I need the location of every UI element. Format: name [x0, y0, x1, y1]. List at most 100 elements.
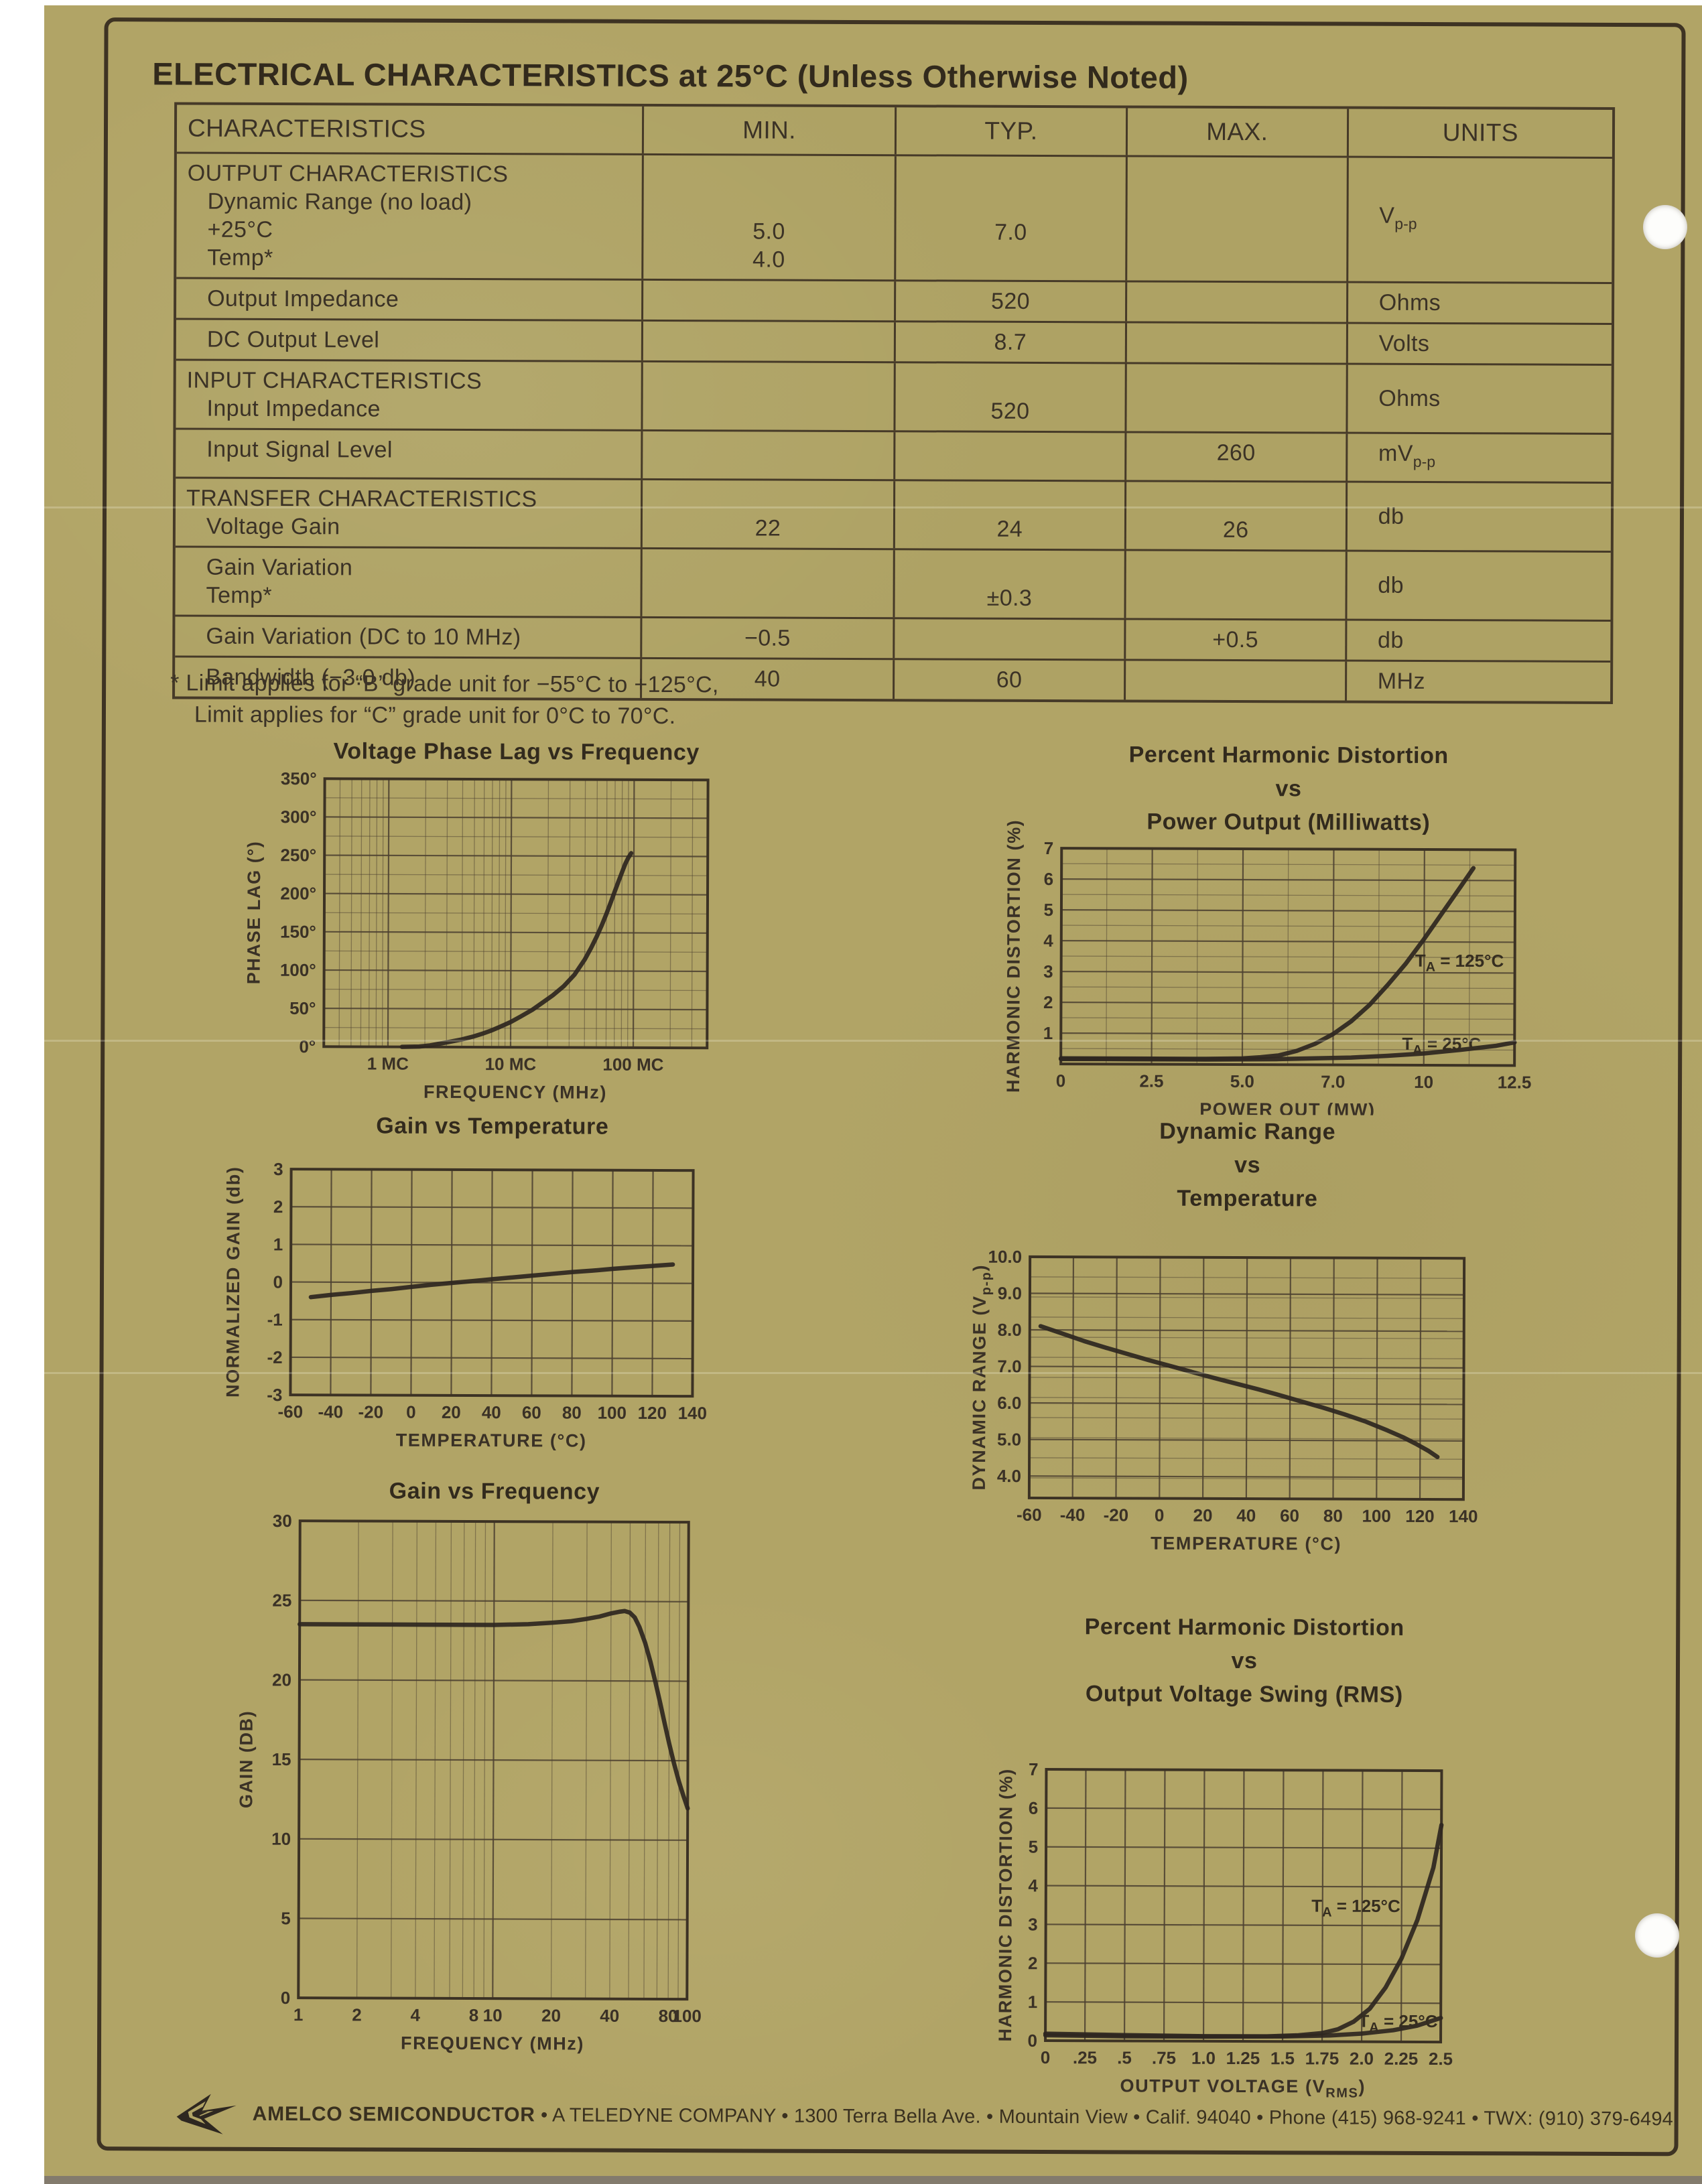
- y-tick-label: 7.0: [997, 1356, 1021, 1376]
- min-cell: [641, 280, 895, 321]
- table-header-cell: CHARACTERISTICS: [187, 114, 426, 143]
- company-name: AMELCO SEMICONDUCTOR: [252, 2102, 535, 2126]
- punch-hole-top: [1643, 205, 1687, 249]
- scan-streak: [44, 1040, 1702, 1042]
- x-tick-label: 2.25: [1384, 2049, 1419, 2069]
- y-tick-label: 8.0: [998, 1320, 1022, 1340]
- series-label: TA = 125°C: [1415, 951, 1504, 975]
- value-line: [907, 161, 1115, 190]
- y-tick-label: 3: [1043, 961, 1053, 981]
- x-tick-label: -40: [318, 1402, 343, 1422]
- x-tick-label: 100: [598, 1403, 627, 1423]
- value-line: 4.0: [752, 247, 785, 273]
- typ-cell: 7.0: [894, 156, 1126, 281]
- page-footer: AMELCO SEMICONDUCTOR • A TELEDYNE COMPAN…: [175, 2092, 1674, 2141]
- series-TA=25C: [1058, 1040, 1517, 1062]
- voltage-phase-lag-vs-frequency: Voltage Phase Lag vs Frequency 1 MC 10 MC 1…: [224, 732, 755, 1105]
- characteristic-cell: Gain Variation Temp*: [175, 547, 640, 616]
- x-tick-label: -20: [358, 1402, 383, 1422]
- charts-area: Voltage Phase Lag vs Frequency 1 MC 10 MC 1…: [4, 0, 1702, 2100]
- x-tick-label: 10 MC: [485, 1054, 537, 1074]
- x-tick-label: 1 MC: [367, 1053, 409, 1073]
- value-line: 5.0: [752, 218, 785, 245]
- typ-cell: [893, 619, 1124, 659]
- units-cell: db: [1344, 620, 1611, 661]
- table-row: OUTPUT CHARACTERISTICS Dynamic Range (no …: [176, 151, 1612, 282]
- amelco-teledyne-logo: [176, 2094, 237, 2134]
- footer-text: AMELCO SEMICONDUCTOR • A TELEDYNE COMPAN…: [253, 2103, 1673, 2130]
- scan-streak: [44, 506, 1702, 508]
- y-tick-label: 5.0: [997, 1429, 1021, 1449]
- harmonic-distortion-vs-output-voltage-swing: Percent Harmonic Distortion vs Output Volt…: [996, 1610, 1534, 2114]
- x-tick-label: -40: [1060, 1505, 1086, 1525]
- x-tick-label: 1.0: [1191, 2048, 1216, 2068]
- max-cell: 260: [1124, 433, 1346, 481]
- gain-vs-frequency: Gain vs Frequency 1 2 4 8 10 20 40 80 100 0 5 10 15 20…: [212, 1469, 763, 2060]
- table-row: Output Impedance 520 Ohms: [176, 277, 1612, 323]
- grid: [1059, 847, 1517, 1067]
- chart-title: Output Voltage Swing (RMS): [1086, 1681, 1403, 1708]
- y-tick-label: 300°: [281, 807, 317, 827]
- table-header-cell: MIN.: [641, 106, 895, 155]
- x-tick-label: 140: [1449, 1506, 1478, 1526]
- chart-title: Power Output (Milliwatts): [1147, 809, 1430, 835]
- value-line: ±0.3: [986, 585, 1033, 611]
- y-tick-label: 20: [272, 1669, 291, 1690]
- value-line: [655, 189, 884, 218]
- electrical-characteristics-table: CHARACTERISTICS MIN. TYP. MAX. UNITS OUTPUT C…: [172, 102, 1616, 704]
- value-line: [907, 190, 1115, 218]
- typ-cell: 520: [894, 281, 1126, 322]
- x-axis-label: OUTPUT VOLTAGE (VRMS): [1120, 2075, 1366, 2100]
- chart-title: Temperature: [1177, 1186, 1317, 1212]
- series-label: TA = 125°C: [1311, 1896, 1400, 1920]
- series-phase-lag: [399, 851, 634, 1049]
- value-line: 260: [1216, 439, 1256, 466]
- y-axis-label: NORMALIZED GAIN (db): [222, 1166, 243, 1398]
- characteristic-cell: INPUT CHARACTERISTICS Input Impedance: [176, 360, 641, 429]
- value-line: [655, 161, 884, 190]
- series-label: TA = 25°C: [1402, 1034, 1481, 1058]
- units-cell: Volts: [1346, 324, 1612, 364]
- x-tick-label: 4: [410, 2005, 420, 2025]
- value-line: +0.5: [1212, 626, 1259, 653]
- y-axis-label: HARMONIC DISTORTION (%): [996, 1768, 1017, 2041]
- typ-cell: [893, 432, 1125, 480]
- chart-title: vs: [1234, 1152, 1260, 1178]
- chart-title: vs: [1231, 1648, 1257, 1674]
- table-row: TRANSFER CHARACTERISTICS Voltage Gain 22 …: [175, 476, 1612, 551]
- x-tick-label: 12.5: [1498, 1072, 1532, 1092]
- characteristic-cell: Gain Variation (DC to 10 MHz): [175, 616, 640, 657]
- chart-title: Percent Harmonic Distortion: [1129, 742, 1449, 768]
- x-axis-label: TEMPERATURE (°C): [1151, 1533, 1341, 1554]
- y-tick-label: 3: [1028, 1914, 1038, 1934]
- table-row: Input Signal Level 260 mVp-p: [176, 427, 1612, 482]
- y-tick-label: 6: [1044, 869, 1054, 889]
- footer-address: • A TELEDYNE COMPANY • 1300 Terra Bella …: [535, 2104, 1674, 2130]
- max-cell: [1124, 282, 1346, 322]
- scan-bottom-edge: [44, 2176, 1702, 2184]
- characteristic-cell: OUTPUT CHARACTERISTICS Dynamic Range (no …: [176, 153, 642, 278]
- x-tick-label: 1.25: [1226, 2048, 1260, 2068]
- y-tick-label: 5: [281, 1908, 291, 1928]
- x-tick-label: 40: [482, 1402, 501, 1422]
- grid: [1044, 1768, 1443, 2044]
- y-tick-label: 0: [273, 1272, 283, 1292]
- x-tick-label: 60: [1280, 1505, 1299, 1525]
- max-cell: [1124, 551, 1346, 619]
- x-tick-label: .75: [1152, 2048, 1176, 2068]
- voltage-phase-lag-vs-frequency-svg: Voltage Phase Lag vs Frequency 1 MC 10 MC 1…: [244, 738, 710, 1103]
- characteristic-line: Input Impedance: [206, 395, 381, 422]
- table-row: Gain Variation Temp* ±0.3 db: [175, 545, 1611, 620]
- y-tick-label: 0°: [299, 1036, 316, 1056]
- units-cell: mVp-p: [1345, 433, 1612, 482]
- series-label: TA = 25°C: [1358, 2011, 1437, 2035]
- x-tick-label: 40: [600, 2006, 619, 2026]
- value-line: 22: [755, 515, 781, 541]
- x-tick-label: 120: [1405, 1506, 1434, 1526]
- series-TA=25C: [1043, 2015, 1443, 2039]
- characteristic-line: Temp*: [206, 582, 273, 608]
- x-tick-label: 10: [1414, 1072, 1433, 1092]
- min-cell: 22: [640, 480, 894, 549]
- characteristic-cell: Output Impedance: [176, 279, 641, 319]
- footnote-line-1: * Limit applies for “B” grade unit for −…: [170, 670, 719, 698]
